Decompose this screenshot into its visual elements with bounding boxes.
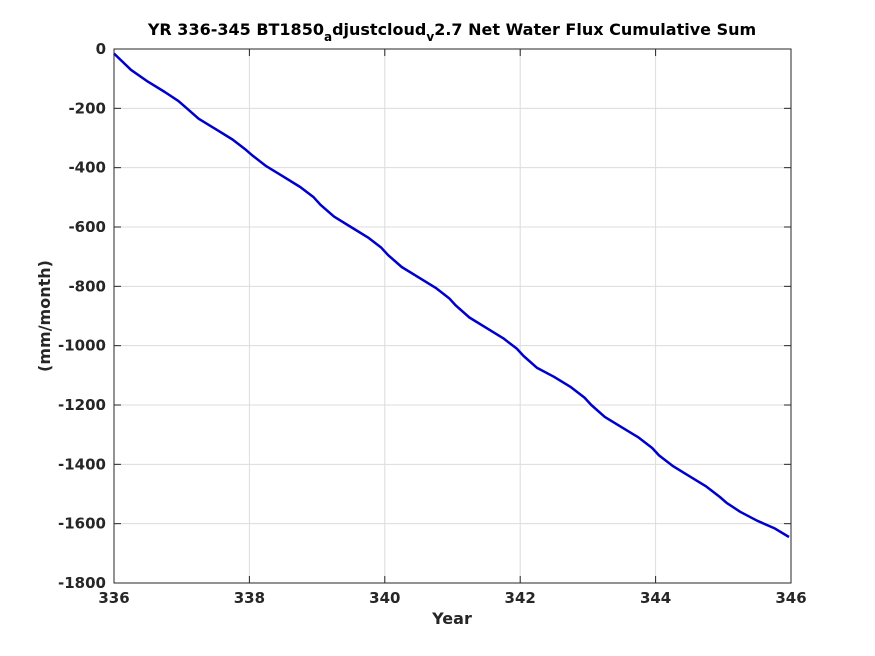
y-tick-label: -1600: [58, 515, 106, 533]
y-tick-label: -400: [68, 159, 106, 177]
y-tick-label: -800: [68, 277, 106, 295]
y-tick-label: 0: [96, 40, 106, 58]
y-axis-title: (mm/month): [35, 260, 54, 372]
x-tick-label: 336: [98, 589, 129, 607]
x-tick-label: 342: [505, 589, 536, 607]
x-axis-title: Year: [431, 609, 472, 628]
x-tick-label: 340: [369, 589, 400, 607]
x-tick-label: 338: [234, 589, 265, 607]
title-part-2: djustcloud: [332, 20, 426, 39]
x-tick-label: 346: [775, 589, 806, 607]
grid: [113, 48, 792, 584]
y-tick-labels: 0 -200 -400 -600 -800 -1000 -1200 -1400 -1600 -18…: [58, 40, 106, 592]
axes-box: [113, 48, 792, 584]
plot-background: [114, 49, 791, 583]
title-part-3: 2.7 Net Water Flux Cumulative Sum: [434, 20, 756, 39]
title-subscript-1: a: [324, 30, 332, 44]
x-tick-labels: 336 338 340 342 344 346: [98, 589, 806, 607]
ticks: [113, 48, 792, 584]
y-tick-label: -1800: [58, 574, 106, 592]
y-tick-label: -1400: [58, 455, 106, 473]
chart-title: YR 336-345 BT1850adjustcloudv2.7 Net Wat…: [147, 20, 756, 44]
series-line: [113, 52, 790, 539]
y-tick-label: -600: [68, 218, 106, 236]
x-tick-label: 344: [640, 589, 671, 607]
title-subscript-2: v: [426, 30, 434, 44]
y-tick-label: -200: [68, 99, 106, 117]
y-tick-label: -1000: [58, 337, 106, 355]
title-part-1: YR 336-345 BT1850: [147, 20, 324, 39]
y-tick-label: -1200: [58, 396, 106, 414]
